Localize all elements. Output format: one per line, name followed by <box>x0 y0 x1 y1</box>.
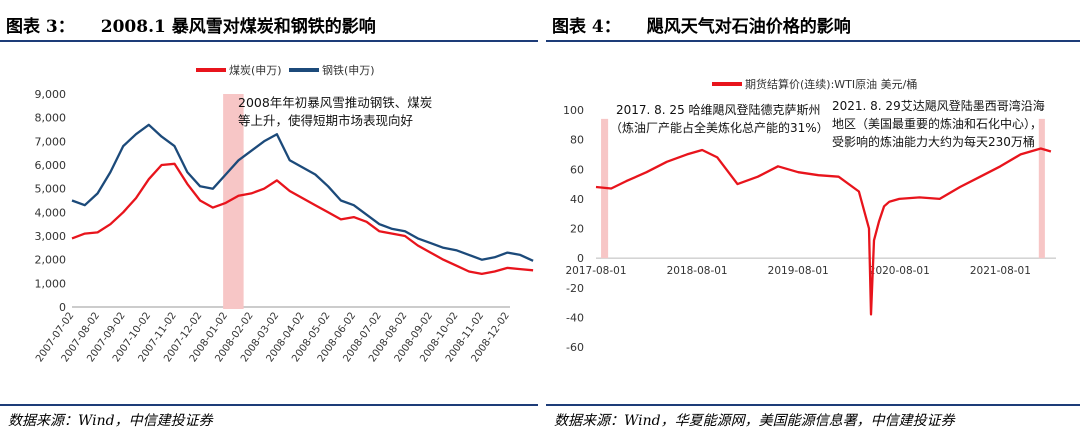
y-tick-label: 4,000 <box>35 206 67 219</box>
y-tick-label: -40 <box>566 311 584 324</box>
harvey-annotation-line2: （炼油厂产能占全美炼化总产能的31%） <box>610 120 829 135</box>
harvey-annotation-line1: 2017. 8. 25 哈维飓风登陆德克萨斯州 <box>616 102 821 117</box>
ida-annotation-line2: 地区（美国最重要的炼油和石化中心）， <box>832 116 1042 131</box>
legend-wti-label: 期货结算价(连续):WTI原油 美元/桶 <box>745 77 917 91</box>
figure-4-title: 图表 4： 飓风天气对石油价格的影响 <box>552 12 851 37</box>
coal-series-line <box>71 162 534 276</box>
y-tick-label: 9,000 <box>35 88 67 101</box>
figure-4-panel: 图表 4： 飓风天气对石油价格的影响 -60 -40 -20 0 20 40 60 80 100 2… <box>546 0 1080 448</box>
coal-steel-chart: 0 1,000 2,000 3,000 4,000 5,000 6,000 7,000 8,00… <box>34 64 534 364</box>
figure-4-title-text: 飓风天气对石油价格的影响 <box>646 17 851 37</box>
blizzard-annotation-line2: 等上升，使得短期市场表现向好 <box>238 113 413 128</box>
legend-coal-label: 煤炭(申万) <box>229 64 282 77</box>
source-rule <box>546 404 1080 406</box>
y-tick-label: 100 <box>563 104 584 117</box>
ida-highlight-band <box>1038 118 1045 259</box>
y-tick-label: 40 <box>570 193 584 206</box>
title-rule <box>0 40 538 42</box>
source-rule <box>0 404 538 406</box>
x-tick-label: 2017-08-01 <box>565 265 626 277</box>
figure-3-title-text: 2008.1 暴风雪对煤炭和钢铁的影响 <box>100 17 376 37</box>
wti-oil-chart: -60 -40 -20 0 20 40 60 80 100 2017-08-01 2018-08-0… <box>563 77 1056 354</box>
figure-4-number: 图表 4： <box>552 17 621 37</box>
x-tick-label: 2018-08-01 <box>667 265 728 277</box>
y-tick-label: 5,000 <box>35 183 67 196</box>
legend-steel-label: 钢铁(申万) <box>322 64 375 77</box>
y-tick-label: 80 <box>570 134 584 147</box>
title-rule <box>546 40 1080 42</box>
y-tick-label: 2,000 <box>35 254 67 267</box>
y-tick-label: 6,000 <box>35 159 67 172</box>
figure-4-source: 数据来源：Wind，华夏能源网，美国能源信息署，中信建投证券 <box>554 413 955 429</box>
y-tick-label: -60 <box>566 341 584 354</box>
figure-3-panel: 图表 3： 2008.1 暴风雪对煤炭和钢铁的影响 0 1,000 2,000 3,00… <box>0 0 538 448</box>
figure-3-source: 数据来源：Wind，中信建投证券 <box>8 413 213 429</box>
x-tick-label: 2019-08-01 <box>768 265 829 277</box>
figure-3-number: 图表 3： <box>6 17 75 37</box>
blizzard-annotation-line1: 2008年年初暴风雪推动钢铁、煤炭 <box>238 95 432 110</box>
blizzard-highlight-band <box>223 94 244 309</box>
y-tick-label: 0 <box>59 301 66 314</box>
y-tick-label: 0 <box>577 252 584 265</box>
x-tick-label: 2021-08-01 <box>970 265 1031 277</box>
y-tick-label: 8,000 <box>35 112 67 125</box>
y-tick-label: -20 <box>566 282 584 295</box>
y-tick-label: 7,000 <box>35 135 67 148</box>
y-tick-label: 60 <box>570 163 584 176</box>
steel-series-line <box>71 123 534 262</box>
wti-series-line <box>595 147 1052 316</box>
y-tick-label: 20 <box>570 223 584 236</box>
figure-3-title: 图表 3： 2008.1 暴风雪对煤炭和钢铁的影响 <box>6 12 376 37</box>
ida-annotation-line3: 受影响的炼油能力大约为每天230万桶 <box>832 134 1035 149</box>
x-tick-label: 2020-08-01 <box>869 265 930 277</box>
ida-annotation-line1: 2021. 8. 29艾达飓风登陆墨西哥湾沿海 <box>832 98 1045 113</box>
y-tick-label: 1,000 <box>35 277 67 290</box>
y-tick-label: 3,000 <box>35 230 67 243</box>
